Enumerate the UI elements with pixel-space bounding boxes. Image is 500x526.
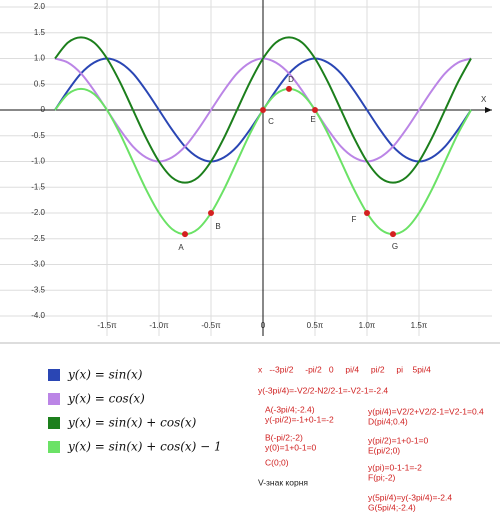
point-label: A	[178, 243, 184, 252]
x-tick-label: -0.5π	[201, 321, 221, 330]
x-tick-label: -1.5π	[97, 321, 117, 330]
note-line: C(0;0)	[265, 457, 289, 467]
y-tick-label: -0.5	[31, 131, 45, 140]
x-tick-label: 1.0π	[359, 321, 376, 330]
plot-area	[0, 0, 500, 340]
y-tick-label: -1.5	[31, 182, 45, 191]
point-label: G	[392, 242, 398, 251]
note-line: y(pi/4)=V2/2+V2/2-1=V2-1=0.4	[368, 406, 484, 416]
point-label: D	[288, 75, 294, 84]
note-line: y(-3pi/4)=-V2/2-N2/2-1=-V2-1=-2.4	[258, 385, 388, 395]
point	[208, 210, 214, 216]
note-line: y(0)=1+0-1=0	[265, 442, 317, 452]
note-line: B(-pi/2;-2)	[265, 432, 303, 442]
y-tick-label: 2.0	[34, 2, 46, 11]
x-tick-label: 1.5π	[411, 321, 428, 330]
x-tick-label: 0.5π	[307, 321, 324, 330]
y-tick-label: -3.5	[31, 285, 45, 294]
y-tick-label: -3.0	[31, 260, 45, 269]
note-line: V-знак корня	[258, 477, 308, 487]
series-line	[54, 36, 472, 184]
note-line: x --3pi/2 -pi/2 0 pi/4 pi/2 pi 5pi/4	[258, 364, 431, 374]
y-tick-label: 1.5	[34, 28, 46, 37]
point-label: B	[215, 222, 220, 231]
y-tick-label: 0.5	[34, 79, 46, 88]
point	[260, 107, 266, 113]
note-line: F(pi;-2)	[368, 472, 396, 482]
point	[286, 85, 292, 92]
legend-label: y(x) = cos(x)	[67, 392, 145, 406]
point	[390, 231, 396, 238]
point-label: C	[268, 117, 274, 126]
point	[364, 210, 370, 216]
note-line: y(-pi/2)=-1+0-1=-2	[265, 414, 334, 424]
note-line: y(pi)=0-1-1=-2	[368, 462, 422, 472]
legend-label: y(x) = sin(x) + cos(x)	[67, 416, 197, 430]
y-tick-label: -1.0	[31, 157, 45, 166]
legend-swatch	[48, 369, 60, 381]
legend-swatch	[48, 393, 60, 405]
y-tick-label: -2.0	[31, 208, 45, 217]
legend-swatch	[48, 417, 60, 429]
x-axis-arrow	[485, 107, 492, 113]
y-tick-label: -4.0	[31, 311, 45, 320]
note-line: y(pi/2)=1+0-1=0	[368, 435, 429, 445]
x-axis-label: X	[481, 95, 487, 104]
note-line: y(5pi/4)=y(-3pi/4)=-2.4	[368, 492, 452, 502]
legend-label: y(x) = sin(x) + cos(x) − 1	[67, 440, 222, 454]
note-line: A(-3pi/4;-2.4)	[265, 404, 315, 414]
point	[182, 231, 188, 238]
y-tick-label: 1.0	[34, 54, 46, 63]
note-line: E(pi/2;0)	[368, 445, 400, 455]
note-line: D(pi/4;0.4)	[368, 416, 408, 426]
note-line: G(5pi/4;-2.4)	[368, 502, 416, 512]
x-tick-label: -1.0π	[149, 321, 169, 330]
point-label: F	[352, 215, 357, 224]
legend-swatch	[48, 441, 60, 453]
point-label: E	[310, 115, 315, 124]
y-tick-label: -2.5	[31, 234, 45, 243]
legend-label: y(x) = sin(x)	[67, 368, 143, 382]
point	[312, 107, 318, 113]
